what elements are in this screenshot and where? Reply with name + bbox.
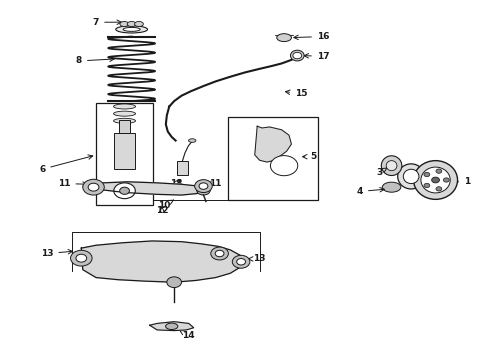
Polygon shape — [94, 182, 206, 195]
Circle shape — [167, 277, 181, 288]
Circle shape — [195, 180, 212, 193]
Ellipse shape — [421, 167, 450, 193]
Polygon shape — [150, 321, 194, 330]
Text: 5: 5 — [303, 152, 317, 161]
Circle shape — [424, 183, 430, 188]
Ellipse shape — [114, 104, 136, 109]
Ellipse shape — [291, 50, 304, 61]
Polygon shape — [255, 126, 292, 162]
Ellipse shape — [116, 26, 147, 33]
Text: 15: 15 — [286, 89, 307, 98]
Bar — [176, 161, 188, 175]
Circle shape — [424, 172, 430, 177]
Circle shape — [432, 177, 440, 183]
Ellipse shape — [398, 164, 424, 189]
Circle shape — [436, 187, 442, 191]
Circle shape — [215, 250, 224, 257]
Bar — [228, 117, 318, 200]
Circle shape — [114, 183, 135, 199]
Circle shape — [232, 255, 250, 268]
Text: 14: 14 — [180, 330, 195, 341]
Circle shape — [436, 169, 442, 173]
Circle shape — [76, 254, 87, 262]
Text: 12: 12 — [156, 206, 168, 215]
Ellipse shape — [277, 34, 292, 41]
Circle shape — [293, 52, 302, 59]
Circle shape — [83, 179, 104, 195]
Text: 4: 4 — [357, 187, 384, 196]
Bar — [97, 103, 153, 205]
Circle shape — [237, 258, 245, 265]
Text: 3: 3 — [376, 167, 388, 177]
Ellipse shape — [135, 22, 144, 27]
Ellipse shape — [114, 118, 136, 123]
Ellipse shape — [166, 323, 178, 329]
Text: 16: 16 — [294, 32, 329, 41]
Circle shape — [196, 185, 210, 195]
Text: 13: 13 — [248, 255, 266, 264]
Ellipse shape — [386, 161, 397, 171]
Bar — [114, 134, 135, 169]
Text: 11: 11 — [206, 179, 222, 188]
Ellipse shape — [120, 22, 129, 27]
Text: 17: 17 — [304, 52, 329, 61]
Text: 6: 6 — [39, 155, 93, 174]
Circle shape — [88, 183, 99, 191]
Circle shape — [211, 247, 228, 260]
Circle shape — [199, 183, 208, 189]
Text: 7: 7 — [93, 18, 122, 27]
Ellipse shape — [382, 182, 401, 192]
Circle shape — [270, 156, 298, 176]
Text: 2: 2 — [417, 184, 429, 193]
Bar — [119, 120, 130, 134]
Text: 1: 1 — [452, 177, 470, 186]
Ellipse shape — [189, 139, 196, 142]
Polygon shape — [81, 241, 243, 282]
Circle shape — [71, 250, 92, 266]
Text: 11: 11 — [58, 179, 87, 188]
Circle shape — [120, 187, 129, 194]
Text: 8: 8 — [76, 57, 114, 66]
Circle shape — [443, 178, 449, 182]
Text: 18: 18 — [171, 179, 183, 188]
Text: 9: 9 — [191, 258, 209, 267]
Ellipse shape — [414, 161, 458, 199]
Ellipse shape — [114, 111, 136, 116]
Ellipse shape — [127, 22, 136, 27]
Ellipse shape — [381, 156, 402, 176]
Ellipse shape — [123, 27, 140, 31]
Text: 10: 10 — [158, 200, 173, 210]
Ellipse shape — [403, 169, 419, 184]
Text: 13: 13 — [41, 249, 73, 258]
